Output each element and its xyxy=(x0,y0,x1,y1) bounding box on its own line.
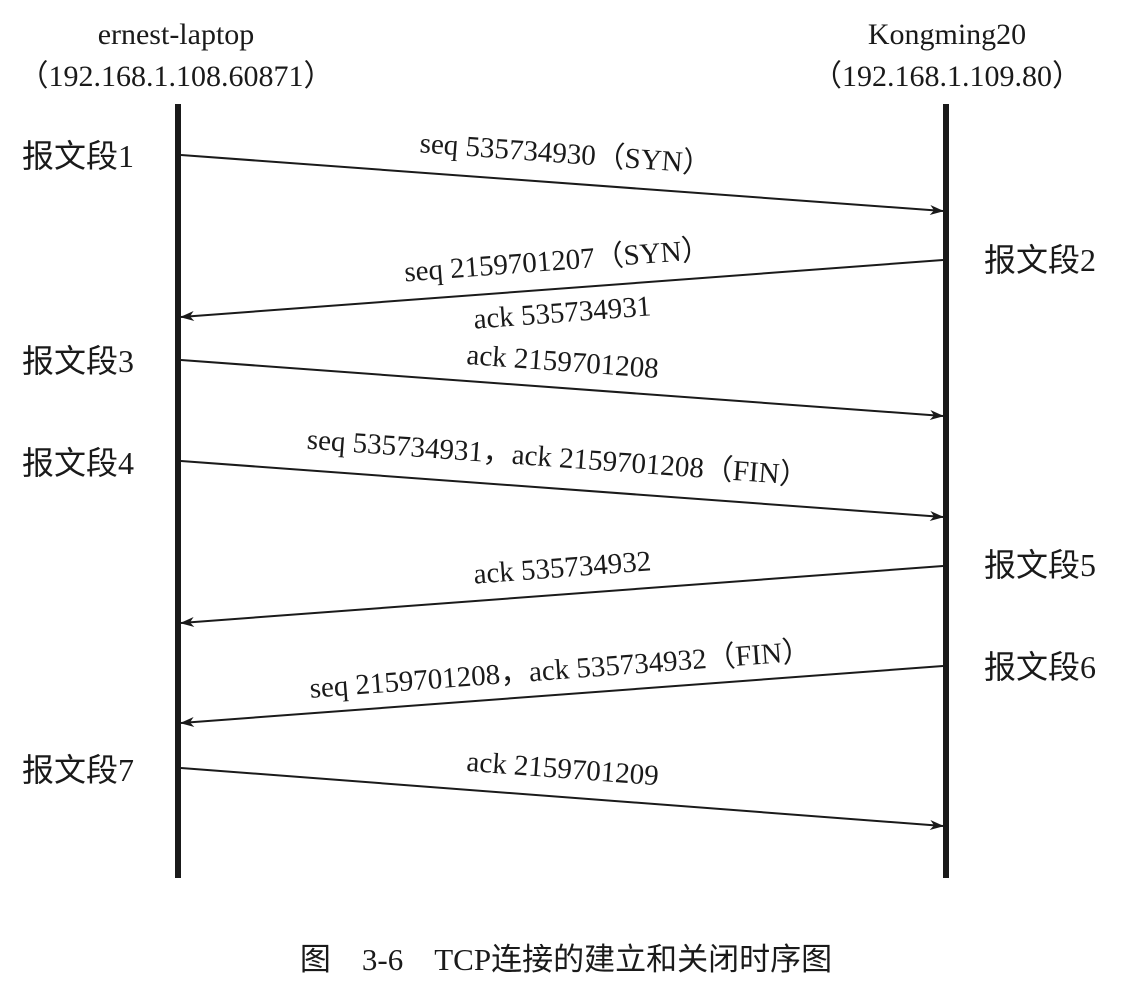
segment-arrow-2 xyxy=(180,259,944,322)
segment-message-7: ack 2159701209 xyxy=(465,746,659,792)
segment-message-4: seq 535734931，ack 2159701208（FIN） xyxy=(306,424,810,493)
right-host-name: Kongming20 xyxy=(868,18,1026,51)
segment-message-5: ack 535734932 xyxy=(472,545,652,590)
segment-label-2: 报文段2 xyxy=(984,242,1096,278)
segment-message-2b: ack 535734931 xyxy=(472,290,652,335)
segment-arrow-6 xyxy=(180,665,944,728)
segment-label-4: 报文段4 xyxy=(22,445,134,481)
segment-label-6: 报文段6 xyxy=(984,649,1096,685)
figure-caption: 图 3-6 TCP连接的建立和关闭时序图 xyxy=(300,942,832,977)
segment-arrow-1 xyxy=(180,154,944,216)
segment-arrow-7 xyxy=(180,767,944,830)
segment-label-1: 报文段1 xyxy=(22,138,134,174)
segment-arrow-4 xyxy=(180,460,944,522)
left-host-name: ernest-laptop xyxy=(98,18,255,51)
segment-arrow-3 xyxy=(180,359,944,421)
segment-message-1: seq 535734930（SYN） xyxy=(419,127,713,180)
segment-message-3: ack 2159701208 xyxy=(465,339,659,385)
segment-label-5: 报文段5 xyxy=(984,547,1096,583)
segment-arrow-5 xyxy=(180,565,944,628)
right-host-address: （192.168.1.109.80） xyxy=(812,60,1082,93)
segment-label-7: 报文段7 xyxy=(22,752,134,788)
left-host-address: （192.168.1.108.60871） xyxy=(19,60,334,93)
segment-label-3: 报文段3 xyxy=(22,343,134,379)
